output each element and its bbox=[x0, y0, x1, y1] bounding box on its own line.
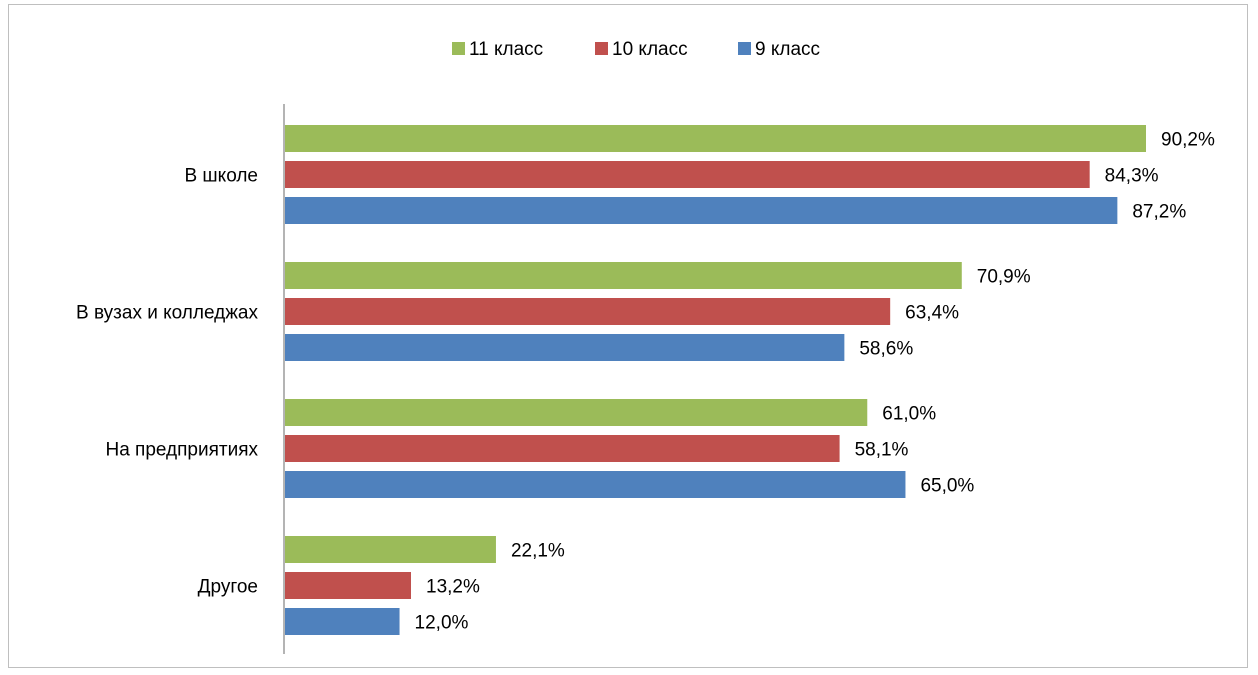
value-label-11-класс-3: 22,1% bbox=[511, 541, 565, 562]
bar-11-класс-3 bbox=[285, 536, 496, 563]
legend-swatch-11-класс bbox=[452, 42, 465, 55]
bar-10-класс-3 bbox=[285, 572, 411, 599]
value-label-11-класс-1: 70,9% bbox=[977, 267, 1031, 288]
value-label-11-класс-2: 61,0% bbox=[882, 404, 936, 425]
bar-9-класс-2 bbox=[285, 471, 906, 498]
bar-11-класс-1 bbox=[285, 262, 962, 289]
category-label-2: На предприятиях bbox=[105, 440, 258, 461]
bar-9-класс-3 bbox=[285, 608, 400, 635]
value-label-9-класс-1: 58,6% bbox=[859, 339, 913, 360]
category-labels: В школе В вузах и колледжах На предприятия… bbox=[76, 166, 258, 598]
bar-9-класс-0 bbox=[285, 197, 1118, 224]
legend-label-11-класс: 11 класс bbox=[469, 39, 543, 60]
bar-9-класс-1 bbox=[285, 334, 845, 361]
value-label-11-класс-0: 90,2% bbox=[1161, 130, 1215, 151]
legend-label-10-класс: 10 класс bbox=[612, 39, 688, 60]
category-label-3: Другое bbox=[198, 577, 258, 598]
bar-11-класс-2 bbox=[285, 399, 868, 426]
bar-10-класс-1 bbox=[285, 298, 891, 325]
category-label-1: В вузах и колледжах bbox=[76, 303, 258, 324]
value-labels: 90,2%84,3% 87,2% 70,9% 63,4% 58,6% 61,0% 58,1%… bbox=[415, 130, 1215, 634]
value-label-9-класс-3: 12,0% bbox=[415, 613, 469, 634]
bars bbox=[285, 125, 1146, 635]
value-label-10-класс-2: 58,1% bbox=[855, 440, 909, 461]
value-label-10-класс-0: 84,3% bbox=[1105, 166, 1159, 187]
bar-11-класс-0 bbox=[285, 125, 1146, 152]
legend-swatch-10-класс bbox=[595, 42, 608, 55]
value-label-10-класс-3: 13,2% bbox=[426, 577, 480, 598]
legend: 11 класс 10 класс 9 класс bbox=[452, 39, 820, 60]
legend-swatch-9-класс bbox=[738, 42, 751, 55]
bar-10-класс-0 bbox=[285, 161, 1090, 188]
value-label-9-класс-0: 87,2% bbox=[1132, 202, 1186, 223]
bar-10-класс-2 bbox=[285, 435, 840, 462]
legend-label-9-класс: 9 класс bbox=[755, 39, 820, 60]
value-label-9-класс-2: 65,0% bbox=[920, 476, 974, 497]
category-label-0: В школе bbox=[184, 166, 258, 187]
value-label-10-класс-1: 63,4% bbox=[905, 303, 959, 324]
